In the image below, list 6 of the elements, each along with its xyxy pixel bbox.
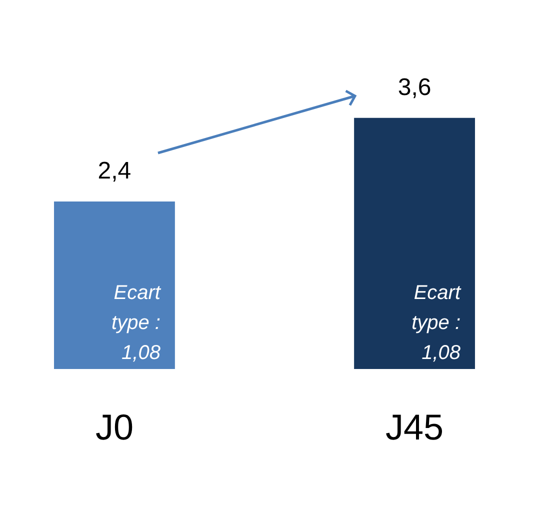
data-label: 3,6 (398, 74, 432, 101)
x-tick-label: J0 (95, 406, 134, 448)
data-label: 2,4 (98, 158, 132, 185)
annotation: Ecart type : 1,08 (412, 282, 462, 364)
annotation: Ecart type : 1,08 (112, 282, 162, 364)
x-tick-label: J45 (386, 406, 444, 448)
